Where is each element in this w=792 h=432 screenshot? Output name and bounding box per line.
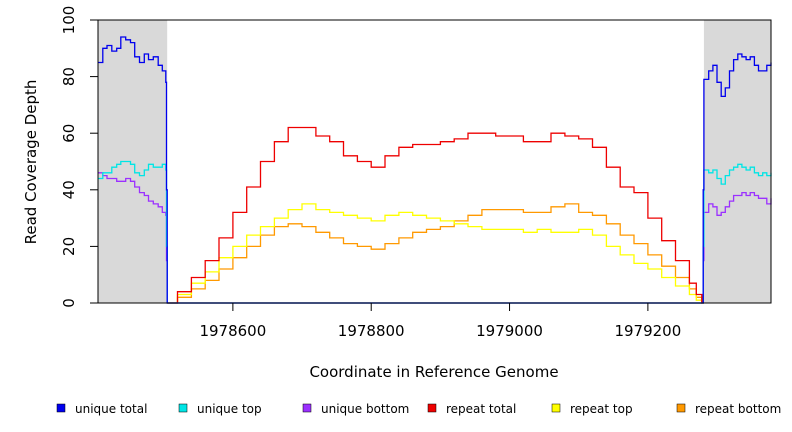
x-tick-label: 1978800 bbox=[338, 322, 405, 340]
x-tick-label: 1978600 bbox=[199, 322, 266, 340]
legend-item-unique-bottom: unique bottom bbox=[302, 402, 409, 416]
y-tick-label: 60 bbox=[60, 124, 78, 143]
series-line-unique-total bbox=[98, 36, 772, 304]
legend-item-repeat-bottom: repeat bottom bbox=[676, 402, 781, 416]
shaded-region-1 bbox=[703, 20, 771, 303]
x-tick-label: 1979000 bbox=[476, 322, 543, 340]
y-axis: 0 20 40 60 80 100 bbox=[60, 6, 98, 308]
legend-swatch bbox=[56, 403, 66, 413]
legend-item-unique-top: unique top bbox=[178, 402, 262, 416]
y-tick-label: 40 bbox=[60, 180, 78, 199]
shaded-region-0 bbox=[98, 20, 168, 303]
legend-item-repeat-top: repeat top bbox=[551, 402, 633, 416]
legend-label: unique bottom bbox=[321, 402, 409, 416]
x-axis-label: Coordinate in Reference Genome bbox=[309, 363, 558, 381]
legend-label: repeat total bbox=[446, 402, 516, 416]
y-tick-label: 100 bbox=[60, 6, 78, 35]
legend-swatch bbox=[676, 403, 686, 413]
legend-label: repeat top bbox=[570, 402, 633, 416]
legend-swatch bbox=[427, 403, 437, 413]
series-lines bbox=[98, 36, 772, 304]
legend-label: repeat bottom bbox=[695, 402, 781, 416]
series-line-repeat-top bbox=[167, 203, 704, 304]
legend-swatch bbox=[178, 403, 188, 413]
legend-label: unique top bbox=[197, 402, 262, 416]
x-tick-label: 1979200 bbox=[614, 322, 681, 340]
legend: unique total unique top unique bottom repea… bbox=[56, 402, 781, 416]
y-tick-label: 80 bbox=[60, 67, 78, 86]
legend-item-unique-total: unique total bbox=[56, 402, 147, 416]
series-line-repeat-bottom bbox=[167, 203, 704, 304]
y-tick-label: 20 bbox=[60, 237, 78, 256]
shaded-regions bbox=[98, 20, 771, 303]
y-tick-label: 0 bbox=[60, 298, 78, 308]
x-axis: 1978600 1978800 1979000 1979200 bbox=[199, 303, 681, 340]
plot-frame bbox=[97, 19, 772, 304]
series-line-unique-top bbox=[98, 160, 772, 304]
y-axis-label: Read Coverage Depth bbox=[22, 80, 40, 245]
legend-swatch bbox=[302, 403, 312, 413]
legend-label: unique total bbox=[75, 402, 147, 416]
series-line-repeat-total bbox=[167, 126, 704, 304]
legend-swatch bbox=[551, 403, 561, 413]
legend-item-repeat-total: repeat total bbox=[427, 402, 516, 416]
